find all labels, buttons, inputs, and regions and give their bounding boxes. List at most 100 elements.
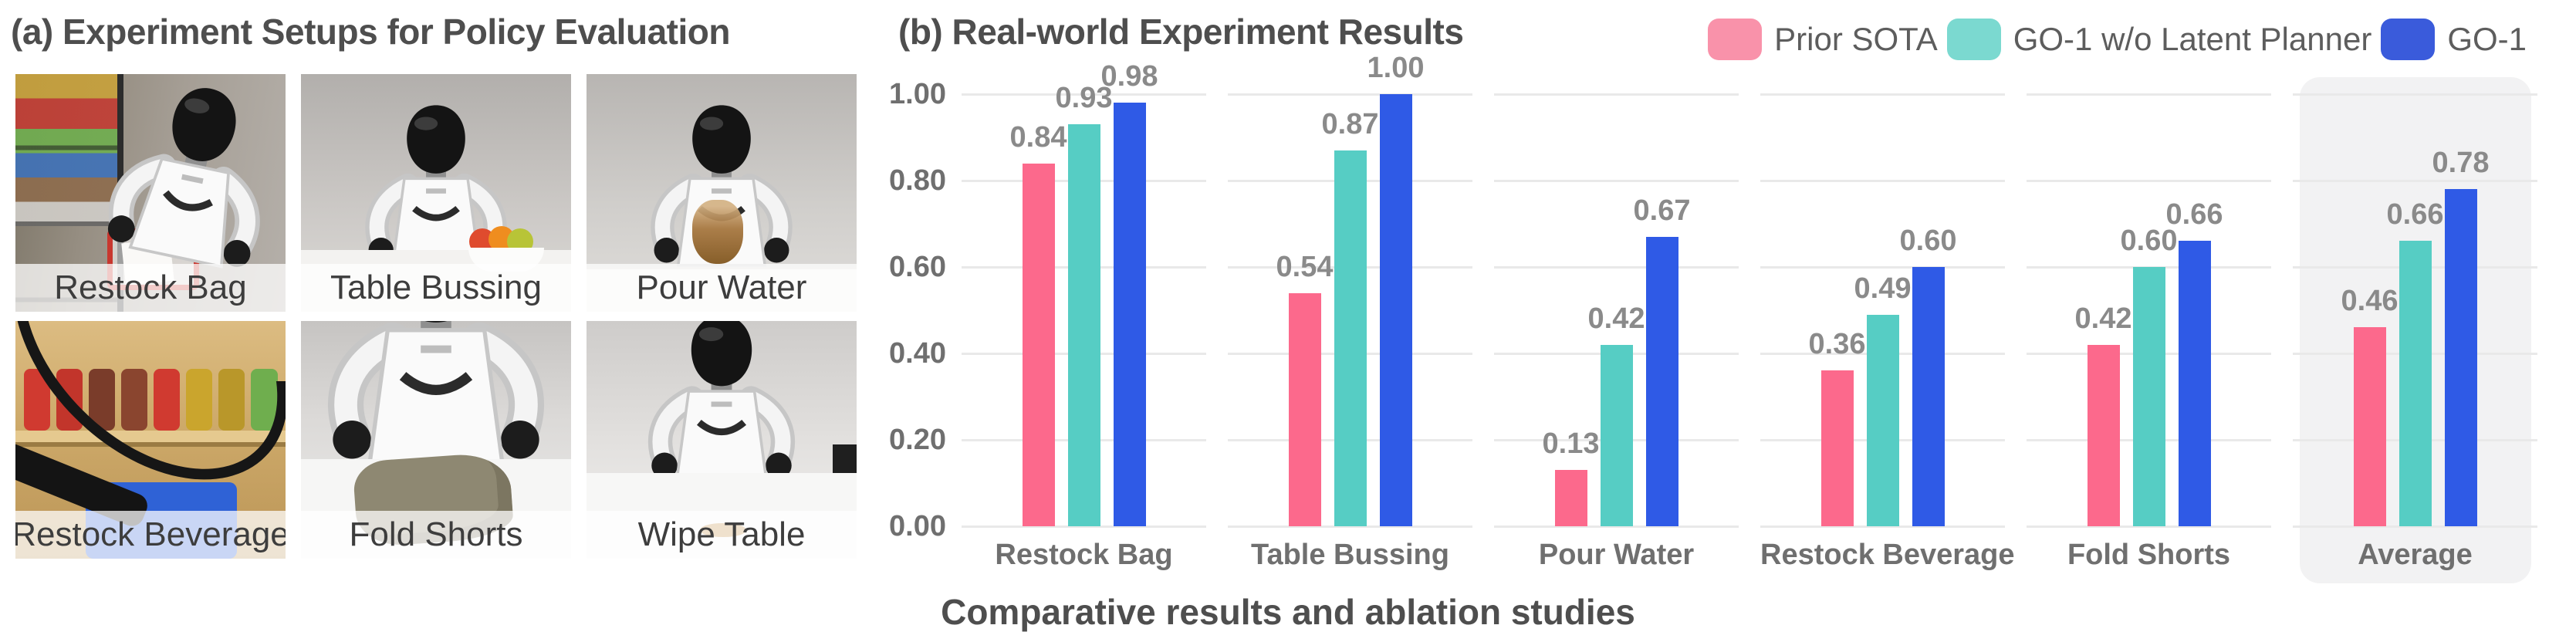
bar-group-slot: 0.78	[2432, 94, 2489, 526]
bar-group-slot: 0.60	[2121, 94, 2177, 526]
grid-line	[1760, 179, 2005, 182]
bar-go-1-restock-bag	[1113, 103, 1146, 526]
grid-line	[2293, 525, 2537, 528]
category-label-table-bussing: Table Bussing	[1251, 539, 1449, 571]
shelf-board-illustration	[15, 430, 286, 443]
bar-value-label: 0.49	[1854, 272, 1912, 305]
grid-line	[2027, 179, 2271, 182]
bar-value-label: 0.60	[2120, 225, 2178, 257]
photo-label-restock-bag: Restock Bag	[15, 264, 286, 312]
category-label-restock-beverage: Restock Beverage	[1760, 539, 2015, 571]
photo-label-pour-water: Pour Water	[587, 264, 857, 312]
legend-item-go-1: GO-1	[2381, 19, 2527, 60]
plot-area: 0.84 0.93 0.98 Restock Bag 0.54 0.87 1.00 Table…	[962, 52, 2537, 571]
facet-average: 0.46 0.66 0.78 Average	[2293, 93, 2537, 571]
kettle-illustration	[691, 200, 743, 265]
bar-value-label: 0.60	[1899, 225, 1957, 257]
bar-value-label: 0.98	[1100, 60, 1158, 93]
grid-line	[1228, 525, 1472, 528]
bar-go-1-w-o-latent-planner-fold-shorts	[2132, 267, 2165, 526]
bar-prior-sota-fold-shorts	[2087, 344, 2120, 526]
beverage-cans-illustration	[23, 368, 278, 431]
bar-group-slot: 0.84	[1010, 94, 1067, 526]
bar-group-slot: 0.42	[1588, 94, 1645, 526]
bar-group-slot: 0.66	[2166, 94, 2223, 526]
bar-group-slot: 0.66	[2387, 94, 2443, 526]
bar-go-1-fold-shorts	[2178, 241, 2211, 526]
grid-line	[962, 525, 1206, 528]
bar-prior-sota-pour-water	[1554, 470, 1587, 526]
category-label-fold-shorts: Fold Shorts	[2067, 539, 2231, 571]
panel-b-title: (b) Real-world Experiment Results	[898, 12, 1464, 52]
bar-group-slot: 0.67	[1634, 94, 1690, 526]
facet-fold-shorts: 0.42 0.60 0.66 Fold Shorts	[2027, 93, 2271, 571]
robot-illustration	[309, 321, 563, 468]
grid-line	[1760, 525, 2005, 528]
bar-group-slot: 0.93	[1056, 82, 1112, 526]
bar-group-slot: 0.87	[1322, 94, 1378, 526]
bar-group-slot: 0.36	[1809, 94, 1865, 526]
legend-label: GO-1	[2447, 21, 2527, 57]
bar-value-label: 0.13	[1542, 427, 1600, 461]
legend-swatch-go-1-w-o-latent-planner	[1946, 19, 2001, 60]
y-tick-label: 0.40	[889, 337, 946, 370]
y-tick-label: 0.60	[889, 251, 946, 283]
bar-value-label: 0.54	[1276, 250, 1334, 283]
grid-line	[1494, 179, 1739, 182]
y-tick-label: 0.20	[889, 424, 946, 456]
legend-label: Prior SOTA	[1774, 21, 1938, 57]
legend-item-prior-sota: Prior SOTA	[1708, 19, 1938, 60]
grid-line	[2293, 93, 2537, 96]
bar-value-label: 0.93	[1055, 82, 1113, 115]
bar-value-label: 0.66	[2165, 198, 2223, 231]
bar-prior-sota-average	[2353, 327, 2386, 526]
figure-caption: Comparative results and ablation studies	[941, 592, 1635, 632]
legend-label: GO-1 w/o Latent Planner	[2013, 21, 2372, 57]
bar-value-label: 0.87	[1321, 107, 1379, 140]
grid-line	[1494, 93, 1739, 96]
category-label-pour-water: Pour Water	[1538, 539, 1695, 571]
bar-go-1-w-o-latent-planner-restock-bag	[1067, 124, 1100, 526]
bar-go-1-w-o-latent-planner-average	[2399, 241, 2432, 526]
bar-go-1-w-o-latent-planner-restock-beverage	[1866, 314, 1899, 526]
photo-fold-shorts: Fold Shorts	[301, 321, 571, 559]
bar-group-slot: 0.42	[2075, 94, 2131, 526]
bar-value-label: 0.67	[1633, 194, 1691, 227]
bar-group-slot: 0.13	[1543, 94, 1599, 526]
bar-go-1-pour-water	[1645, 236, 1678, 526]
photo-restock-beverage: Restock Beverage	[15, 321, 286, 559]
facet-table-bussing: 0.54 0.87 1.00 Table Bussing	[1228, 52, 1472, 571]
bar-value-label: 0.46	[2341, 285, 2399, 318]
photo-wipe-table: Wipe Table	[587, 321, 857, 559]
bar-group-slot: 1.00	[1367, 52, 1424, 526]
grid-line	[1760, 265, 2005, 269]
grid-line	[2027, 93, 2271, 96]
bar-group-slot: 0.49	[1854, 94, 1911, 526]
bar-prior-sota-restock-beverage	[1820, 370, 1854, 526]
bar-value-label: 0.42	[1587, 302, 1645, 335]
grid-line	[2027, 525, 2271, 528]
bar-go-1-w-o-latent-planner-table-bussing	[1334, 150, 1367, 526]
facet-restock-bag: 0.84 0.93 0.98 Restock Bag	[962, 60, 1206, 571]
bar-value-label: 0.36	[1808, 328, 1866, 361]
bar-prior-sota-restock-bag	[1022, 163, 1055, 526]
grid-line	[1494, 265, 1739, 269]
bar-prior-sota-table-bussing	[1288, 292, 1321, 526]
bar-go-1-table-bussing	[1379, 94, 1412, 526]
bar-value-label: 1.00	[1367, 52, 1425, 84]
bar-chart: 0.00 0.20 0.40 0.60 0.80 1.00 0.84 0.93 0.98 Rest…	[887, 0, 2576, 642]
grid-line	[1228, 93, 1472, 96]
category-label-restock-bag: Restock Bag	[995, 539, 1173, 571]
bar-go-1-w-o-latent-planner-pour-water	[1600, 344, 1633, 526]
grid-line	[962, 93, 1206, 96]
grid-line	[2293, 179, 2537, 182]
photo-label-wipe-table: Wipe Table	[587, 511, 857, 559]
photo-label-fold-shorts: Fold Shorts	[301, 511, 571, 559]
bar-go-1-restock-beverage	[1912, 267, 1945, 526]
robot-illustration	[87, 74, 286, 279]
category-label-average: Average	[2358, 539, 2473, 571]
photo-pour-water: Pour Water	[587, 74, 857, 312]
bar-value-label: 0.42	[2074, 302, 2132, 335]
facet-pour-water: 0.13 0.42 0.67 Pour Water	[1494, 93, 1739, 571]
bar-value-label: 0.78	[2432, 147, 2490, 180]
